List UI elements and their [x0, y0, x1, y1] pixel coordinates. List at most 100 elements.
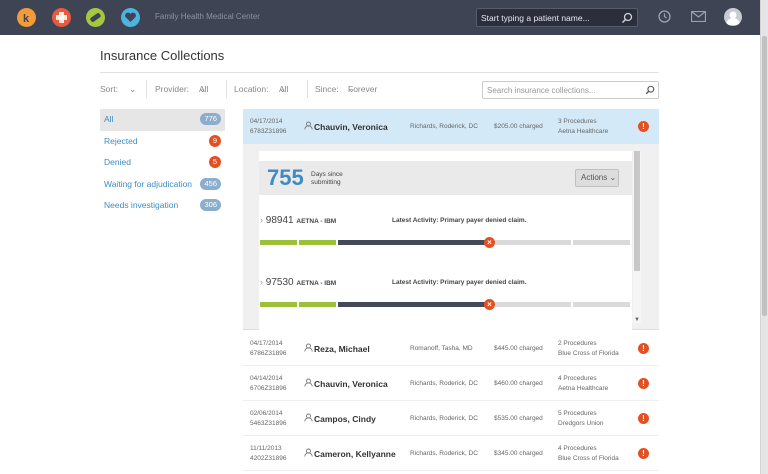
top-bar: k Family Health Medical Center — [0, 0, 760, 35]
sort-label: Sort: — [100, 84, 118, 94]
row-patient-name[interactable]: Chauvin, Veronica — [314, 122, 388, 132]
row-provider: Richards, Roderick, DC — [410, 450, 478, 457]
person-icon — [304, 413, 313, 422]
since-value: Forever — [348, 84, 378, 94]
sidebar-item-all[interactable]: All 776 — [100, 109, 225, 131]
row-charged: $460.00 charged — [494, 380, 543, 387]
claim-payer: AETNA - IBM — [296, 218, 337, 225]
days-since-box: 755 Days since submitting Actions ⌄ — [259, 161, 632, 195]
patient-search[interactable] — [476, 8, 638, 27]
page-scrollbar-thumb[interactable] — [762, 36, 767, 316]
table-row[interactable]: 04/14/2014 6706Z31896 Chauvin, Veronica … — [243, 366, 659, 401]
heart-icon[interactable] — [121, 8, 140, 27]
chevron-down-icon: ⌄ — [129, 84, 137, 94]
search-icon[interactable] — [621, 12, 633, 24]
sidebar-item-label: Needs investigation — [104, 200, 179, 210]
claim-item[interactable]: › 98941 AETNA - IBM Latest Activity: Pri… — [259, 215, 632, 265]
filter-divider — [146, 80, 147, 98]
count-badge: 306 — [200, 199, 221, 211]
page-title: Insurance Collections — [100, 48, 225, 63]
filter-divider — [307, 80, 308, 98]
claim-number: 97530 — [265, 277, 294, 288]
progress-step-done — [299, 240, 336, 245]
patient-search-input[interactable] — [481, 12, 619, 24]
table-row[interactable]: 04/17/2014 6786Z31896 Reza, Michael Roma… — [243, 331, 659, 366]
sidebar-item-rejected[interactable]: Rejected 9 — [100, 131, 225, 153]
chevron-down-icon: ⌄ — [609, 173, 617, 182]
claim-detail-content: 755 Days since submitting Actions ⌄ › 98… — [259, 151, 632, 330]
activity-label: Latest Activity: — [392, 217, 439, 224]
row-payer: Blue Cross of Florida — [558, 350, 619, 357]
row-patient-name[interactable]: Cameron, Kellyanne — [314, 449, 396, 459]
progress-step-done — [260, 240, 297, 245]
app-title: Family Health Medical Center — [155, 12, 260, 21]
row-payer: Aetna Healthcare — [558, 385, 609, 392]
detail-scrollbar[interactable]: ▼ — [633, 151, 641, 323]
detail-scrollbar-thumb[interactable] — [634, 151, 640, 271]
chevron-right-icon[interactable]: › — [260, 215, 263, 225]
svg-text:k: k — [23, 13, 30, 25]
row-account: 4202Z31896 — [250, 455, 287, 462]
scroll-down-arrow-icon[interactable]: ▼ — [634, 317, 640, 323]
search-icon[interactable] — [645, 85, 655, 95]
row-date: 11/11/2013 — [250, 445, 282, 452]
error-x-icon: × — [484, 299, 495, 310]
row-payer: Aetna Healthcare — [558, 128, 609, 135]
person-icon — [304, 378, 313, 387]
k-logo-icon[interactable]: k — [17, 8, 36, 27]
claim-detail-panel: 755 Days since submitting Actions ⌄ › 98… — [243, 144, 659, 330]
location-label: Location: — [234, 84, 269, 94]
count-badge: 9 — [209, 134, 221, 147]
claim-payer: AETNA - IBM — [296, 280, 337, 287]
count-badge: 456 — [200, 177, 221, 190]
table-row-selected[interactable]: 04/17/2014 6783Z31896 Chauvin, Veronica … — [243, 109, 659, 144]
collections-search[interactable] — [482, 81, 659, 99]
mail-icon[interactable] — [691, 11, 706, 22]
row-date: 04/14/2014 — [250, 375, 283, 382]
history-icon[interactable] — [657, 9, 672, 24]
row-account: 6783Z31896 — [250, 128, 287, 135]
row-patient-name[interactable]: Reza, Michael — [314, 344, 370, 354]
provider-value: All — [199, 84, 209, 94]
claim-item[interactable]: › 97530 AETNA - IBM Latest Activity: Pri… — [259, 277, 632, 327]
activity-text: Primary payer denied claim. — [440, 217, 527, 224]
chevron-down-icon: ⌄ — [279, 84, 287, 94]
person-icon — [304, 448, 313, 457]
chevron-down-icon: ⌄ — [348, 84, 356, 94]
status-sidebar: All 776 Rejected 9 Denied 5 Waiting for … — [100, 109, 225, 217]
row-procedures: 5 Procedures — [558, 410, 597, 417]
actions-button[interactable]: Actions ⌄ — [575, 169, 619, 187]
progress-step-pending — [573, 302, 630, 307]
row-procedures: 4 Procedures — [558, 445, 597, 452]
filter-divider — [226, 80, 227, 98]
medical-cross-icon[interactable] — [52, 8, 71, 27]
bandage-icon[interactable] — [86, 8, 105, 27]
row-patient-name[interactable]: Campos, Cindy — [314, 414, 376, 424]
sidebar-item-label: All — [104, 114, 114, 124]
row-payer: Blue Cross of Florida — [558, 455, 619, 462]
table-row[interactable]: 11/11/2013 4202Z31896 Cameron, Kellyanne… — [243, 436, 659, 471]
progress-step-pending — [495, 302, 571, 307]
row-charged: $445.00 charged — [494, 345, 543, 352]
alert-icon: ! — [638, 121, 649, 132]
sidebar-item-denied[interactable]: Denied 5 — [100, 152, 225, 174]
person-icon — [304, 343, 313, 352]
table-row[interactable]: 02/06/2014 5463Z31896 Campos, Cindy Rich… — [243, 401, 659, 436]
progress-step-pending — [573, 240, 630, 245]
activity-label: Latest Activity: — [392, 279, 439, 286]
page-scrollbar[interactable] — [760, 0, 768, 474]
row-charged: $345.00 charged — [494, 450, 543, 457]
sidebar-item-needs-investigation[interactable]: Needs investigation 306 — [100, 195, 225, 217]
user-avatar-icon[interactable] — [724, 8, 742, 26]
claim-number: 98941 — [265, 215, 294, 226]
error-x-icon: × — [484, 237, 495, 248]
location-value: All — [279, 84, 289, 94]
sidebar-item-waiting-for-adjudication[interactable]: Waiting for adjudication 456 — [100, 174, 225, 196]
alert-icon: ! — [638, 413, 649, 424]
title-divider — [100, 72, 659, 73]
activity-text: Primary payer denied claim. — [440, 279, 527, 286]
chevron-right-icon[interactable]: › — [260, 277, 263, 287]
row-patient-name[interactable]: Chauvin, Veronica — [314, 379, 388, 389]
collections-search-input[interactable] — [487, 85, 637, 96]
progress-step-pending — [495, 240, 571, 245]
